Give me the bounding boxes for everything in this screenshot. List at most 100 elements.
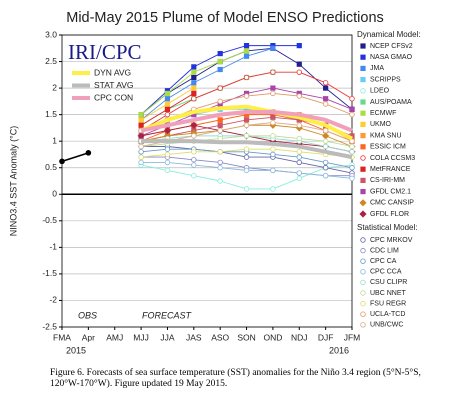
marker bbox=[270, 186, 276, 192]
legend-label: DYN AVG bbox=[94, 67, 131, 77]
year-label: 2015 bbox=[66, 345, 86, 355]
marker bbox=[360, 290, 366, 296]
marker bbox=[243, 117, 250, 123]
marker bbox=[270, 146, 276, 152]
marker bbox=[296, 159, 302, 166]
observed-point bbox=[85, 150, 92, 156]
y-tick-label: -0.5 bbox=[42, 215, 57, 225]
marker bbox=[138, 112, 144, 118]
legend-label: CPC MRKOV bbox=[370, 237, 413, 244]
legend-label: ESSIC ICM bbox=[370, 144, 406, 151]
x-tick-label: Apr bbox=[82, 332, 95, 342]
marker bbox=[270, 167, 276, 174]
x-tick-label: OND bbox=[263, 332, 282, 342]
marker bbox=[191, 85, 197, 91]
marker bbox=[360, 144, 366, 150]
marker bbox=[296, 149, 302, 155]
marker bbox=[322, 172, 329, 179]
marker bbox=[360, 166, 366, 172]
marker bbox=[243, 146, 250, 152]
legend-label: CSU CLIPR bbox=[370, 279, 407, 286]
marker bbox=[243, 43, 250, 49]
average-line bbox=[140, 109, 353, 133]
marker bbox=[164, 96, 171, 102]
marker bbox=[296, 61, 302, 67]
marker bbox=[360, 54, 366, 60]
legend-heading: Dynamical Model: bbox=[357, 30, 421, 39]
y-tick-label: 1 bbox=[52, 135, 57, 145]
marker bbox=[360, 311, 366, 317]
observed-line bbox=[61, 152, 89, 163]
x-tick-label: AMJ bbox=[106, 332, 123, 342]
marker bbox=[138, 143, 144, 150]
marker bbox=[270, 133, 276, 139]
marker bbox=[217, 50, 223, 57]
marker bbox=[243, 133, 250, 139]
marker bbox=[190, 121, 198, 129]
marker bbox=[270, 45, 276, 51]
marker bbox=[243, 53, 250, 59]
x-tick-label: SON bbox=[237, 332, 255, 342]
chart: Mid-May 2015 Plume of Model ENSO Predict… bbox=[8, 10, 421, 356]
x-tick-label: FMA bbox=[53, 332, 71, 342]
marker bbox=[270, 151, 276, 158]
marker bbox=[360, 322, 366, 328]
y-tick-label: 3.0 bbox=[45, 29, 57, 39]
marker bbox=[191, 80, 197, 86]
legend-label: SCRIPPS bbox=[370, 76, 401, 83]
caption: Figure 6. Forecasts of sea surface tempe… bbox=[50, 368, 421, 389]
marker bbox=[360, 43, 366, 49]
marker bbox=[270, 69, 276, 75]
marker bbox=[217, 58, 223, 65]
model-line bbox=[140, 47, 274, 121]
legend-label: CPC CCA bbox=[370, 269, 402, 276]
legend-heading: Statistical Model: bbox=[357, 223, 417, 232]
marker bbox=[322, 132, 330, 140]
legend-label: UBC NNET bbox=[370, 290, 407, 297]
annotation: FORECAST bbox=[142, 310, 193, 320]
marker bbox=[349, 111, 355, 118]
marker bbox=[217, 85, 223, 91]
marker bbox=[243, 154, 250, 160]
marker bbox=[191, 149, 197, 155]
y-tick-label: 0.5 bbox=[45, 162, 57, 172]
marker bbox=[349, 175, 355, 182]
y-tick-label: -1.5 bbox=[42, 268, 57, 278]
marker bbox=[164, 151, 171, 158]
average-line bbox=[140, 104, 353, 141]
marker bbox=[349, 149, 355, 155]
marker bbox=[360, 99, 366, 105]
marker bbox=[217, 127, 223, 134]
marker bbox=[270, 119, 276, 126]
legend-label: UNB/CWC bbox=[370, 322, 403, 329]
marker bbox=[360, 279, 366, 286]
y-tick-label: -2.5 bbox=[42, 321, 57, 331]
marker bbox=[322, 143, 329, 150]
marker bbox=[323, 96, 329, 102]
legend-label: AUS/POAMA bbox=[370, 99, 412, 106]
marker bbox=[217, 149, 223, 155]
marker bbox=[191, 69, 197, 75]
marker bbox=[296, 154, 302, 160]
chart-title: Mid-May 2015 Plume of Model ENSO Predict… bbox=[66, 10, 384, 26]
marker bbox=[349, 96, 355, 102]
year-label: 2016 bbox=[329, 345, 349, 355]
legend-label: STAT AVG bbox=[94, 80, 134, 90]
marker bbox=[164, 90, 171, 96]
marker bbox=[349, 165, 355, 171]
y-tick-label: 2.5 bbox=[45, 56, 57, 66]
x-tick-label: MJJ bbox=[133, 332, 149, 342]
marker bbox=[243, 48, 250, 54]
marker bbox=[138, 154, 144, 160]
marker bbox=[191, 64, 197, 70]
marker bbox=[243, 74, 250, 81]
marker bbox=[164, 101, 171, 107]
marker bbox=[349, 143, 355, 150]
marker bbox=[138, 159, 144, 166]
annotation: OBS bbox=[78, 310, 97, 320]
marker bbox=[360, 269, 366, 275]
x-tick-label: JJA bbox=[160, 332, 175, 342]
y-tick-label: -1 bbox=[49, 242, 57, 252]
marker bbox=[360, 258, 366, 264]
